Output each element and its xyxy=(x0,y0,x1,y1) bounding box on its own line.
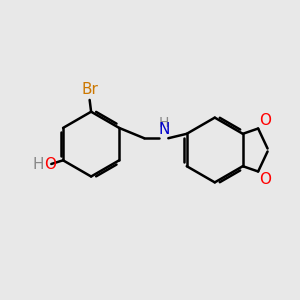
Text: H: H xyxy=(159,116,169,130)
Text: Br: Br xyxy=(81,82,98,97)
Text: O: O xyxy=(259,113,271,128)
Text: N: N xyxy=(158,122,169,137)
Text: O: O xyxy=(259,172,271,187)
Text: O: O xyxy=(44,157,56,172)
Text: H: H xyxy=(32,157,44,172)
